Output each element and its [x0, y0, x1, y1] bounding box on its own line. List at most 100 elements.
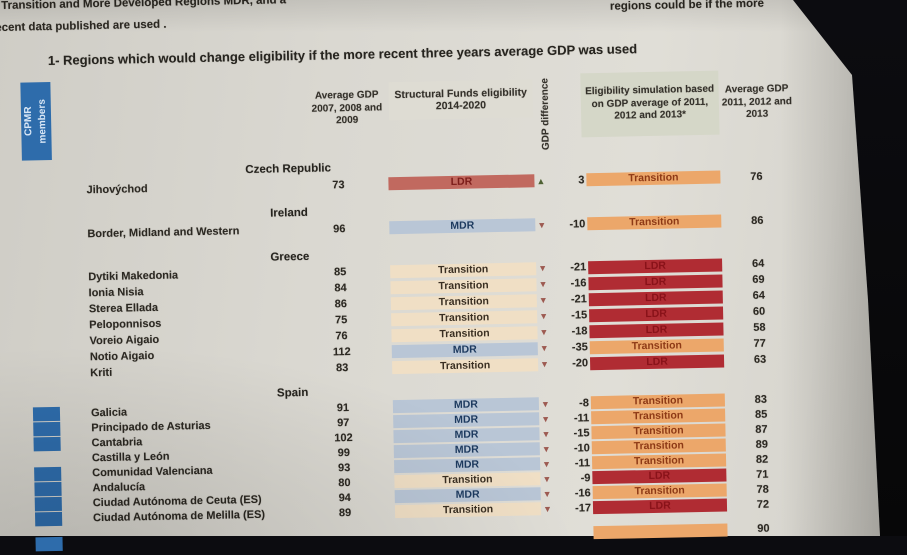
- simulation-cell: LDR: [592, 498, 728, 515]
- avg-gdp-2011-2013-value: 72: [756, 498, 770, 511]
- column-header-gdp-difference: GDP difference: [537, 68, 555, 160]
- column-header-avg-gdp-2007-2009: Average GDP 2007, 2008 and 2009: [295, 89, 400, 129]
- avg-gdp-2011-2013-value: 77: [753, 337, 766, 350]
- simulation-cell: LDR: [588, 290, 723, 306]
- avg-gdp-2011-2013-value: 83: [754, 393, 768, 406]
- gdp-decrease-icon: ▼: [542, 488, 552, 499]
- avg-gdp-2011-2013-value: 69: [752, 273, 765, 286]
- gdp-decrease-icon: ▼: [541, 428, 551, 439]
- cpmr-members-label-line2: members: [36, 98, 49, 144]
- eligibility-badge: MDR: [391, 341, 538, 358]
- gdp-difference-value: -17: [574, 501, 592, 515]
- avg-gdp-2007-2009-value: 102: [334, 431, 353, 444]
- column-header-line: 2013: [745, 108, 769, 121]
- avg-gdp-2011-2013-value: 64: [752, 289, 766, 302]
- simulation-cell: LDR: [589, 322, 724, 338]
- gdp-difference-value: -16: [574, 486, 591, 500]
- cpmr-members-label-line1: CPMR: [22, 106, 35, 137]
- country-group: Greece Dytiki Makedonia 85 Transition ▼ -21 LD…: [0, 237, 907, 383]
- region-name: Kriti: [90, 366, 113, 380]
- gdp-difference-cell: ▼ -9: [542, 472, 590, 485]
- structural-funds-cell: Transition: [390, 293, 537, 310]
- avg-gdp-2011-2013-value: 87: [755, 423, 768, 436]
- eligibility-badge: Transition: [391, 325, 538, 342]
- gdp-decrease-icon: ▼: [541, 413, 551, 424]
- gdp-difference-value: -10: [569, 217, 586, 231]
- avg-gdp-2007-2009-value: 86: [334, 298, 348, 311]
- gdp-difference-value: -10: [573, 441, 590, 455]
- gdp-difference-cell: ▼ -15: [541, 427, 589, 440]
- eligibility-badge: LDR: [592, 468, 727, 485]
- structural-funds-cell: LDR: [388, 174, 535, 191]
- simulation-cell: Transition: [591, 453, 727, 470]
- gdp-difference-value: -21: [570, 261, 587, 274]
- avg-gdp-2007-2009-value: 84: [334, 282, 347, 295]
- gdp-difference-cell: [543, 526, 591, 527]
- column-header-line: 2014-2020: [435, 99, 487, 113]
- gdp-difference-cell: ▼ -10: [537, 218, 585, 231]
- avg-gdp-2007-2009-value: 83: [335, 362, 349, 375]
- eligibility-badge: LDR: [588, 274, 723, 290]
- gdp-difference-cell: ▼ -16: [543, 487, 591, 500]
- intro-text-cropped-right: regions could be if the more: [609, 0, 765, 13]
- eligibility-badge: LDR: [589, 306, 724, 322]
- structural-funds-cell: [395, 527, 541, 530]
- column-header-line: 2009: [335, 114, 359, 127]
- avg-gdp-2007-2009-value: 80: [338, 476, 351, 489]
- eligibility-badge: Transition: [390, 293, 537, 310]
- avg-gdp-2007-2009-value: 73: [332, 178, 345, 191]
- cpmr-member-marker: [34, 466, 62, 482]
- eligibility-badge: Transition: [591, 423, 726, 440]
- gdp-decrease-icon: ▼: [540, 359, 550, 370]
- simulation-cell: LDR: [592, 468, 727, 485]
- avg-gdp-2011-2013-value: 60: [752, 305, 766, 318]
- gdp-difference-value: 3: [578, 173, 585, 186]
- gdp-difference-value: -15: [573, 426, 590, 440]
- gdp-difference-cell: ▼ -21: [539, 293, 587, 306]
- gdp-difference-cell: ▲ 3: [536, 174, 584, 187]
- eligibility-badge: MDR: [389, 218, 536, 235]
- structural-funds-cell: Transition: [390, 261, 537, 278]
- cpmr-member-marker: [32, 406, 61, 422]
- gdp-difference-cell: ▼ -35: [540, 341, 588, 354]
- eligibility-badge: Transition: [589, 338, 724, 354]
- gdp-difference-value: -16: [570, 277, 587, 290]
- intro-text-cropped-left: , Transition and More Developed Regions …: [0, 0, 287, 13]
- structural-funds-cell: Transition: [390, 277, 537, 294]
- gdp-difference-value: -21: [570, 293, 587, 306]
- cpmr-members-header: CPMR members: [20, 81, 52, 161]
- avg-gdp-2007-2009-value: 76: [335, 330, 348, 343]
- simulation-cell: Transition: [589, 338, 724, 354]
- structural-funds-cell: Transition: [392, 357, 539, 374]
- eligibility-badge: LDR: [588, 290, 723, 306]
- column-header-eligibility-simulation: Eligibility simulation based on GDP aver…: [580, 70, 720, 138]
- gdp-difference-cell: ▼ -8: [541, 397, 589, 410]
- eligibility-badge: Transition: [391, 309, 538, 326]
- gdp-decrease-icon: ▼: [539, 311, 549, 322]
- simulation-cell: Transition: [591, 408, 726, 425]
- eligibility-badge: Transition: [392, 357, 539, 374]
- region-name: Border, Midland and Western: [87, 224, 240, 240]
- gdp-decrease-icon: ▼: [538, 263, 548, 274]
- simulation-cell: Transition: [586, 170, 721, 187]
- cpmr-member-marker: [33, 421, 61, 437]
- simulation-cell: Transition: [591, 438, 726, 455]
- avg-gdp-2007-2009-value: 97: [336, 416, 350, 429]
- country-group: Ireland Border, Midland and Western 96 MDR ▼…: [0, 193, 906, 244]
- simulation-cell: LDR: [589, 306, 724, 322]
- eligibility-badge: LDR: [588, 258, 723, 274]
- cpmr-member-marker: [33, 436, 61, 452]
- gdp-difference-cell: ▼ -18: [539, 325, 587, 338]
- eligibility-badge: Transition: [390, 277, 537, 294]
- simulation-cell: Transition: [591, 423, 726, 440]
- gdp-difference-value: -20: [572, 357, 589, 370]
- gdp-difference-cell: ▼ -21: [538, 261, 586, 274]
- cpmr-member-marker: [34, 511, 63, 527]
- simulation-cell: LDR: [589, 354, 725, 370]
- eligibility-badge: Transition: [587, 214, 722, 231]
- avg-gdp-2011-2013-value: 82: [755, 453, 769, 466]
- region-name: Ciudad Autónoma de Melilla (ES): [92, 508, 266, 524]
- avg-gdp-2007-2009-value: 96: [333, 222, 346, 235]
- simulation-cell: Transition: [593, 523, 728, 540]
- eligibility-badge: Transition: [591, 408, 726, 425]
